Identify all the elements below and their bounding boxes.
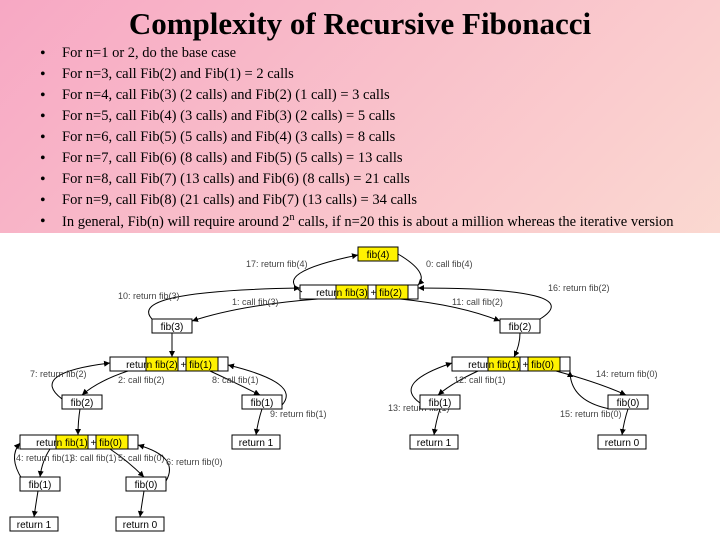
bullet-dot-icon: • xyxy=(40,65,62,85)
bullet-dot-icon: • xyxy=(40,149,62,169)
diagram-area: 0: call fib(4) 17: return fib(4) 1: call f… xyxy=(0,233,720,540)
tree-node: fib(0) xyxy=(126,477,166,491)
edge-label: 8: call fib(1) xyxy=(212,375,259,385)
node-label: return fib(1) + fib(0) xyxy=(36,438,122,449)
node-label: return 0 xyxy=(605,438,640,449)
node-label: fib(0) xyxy=(135,480,158,491)
edge-label: 1: call fib(3) xyxy=(232,297,279,307)
bullet-item: •For n=8, call Fib(7) (13 calls) and Fib… xyxy=(40,170,702,190)
recursion-tree-diagram: 0: call fib(4) 17: return fib(4) 1: call f… xyxy=(0,233,720,540)
edge-label: 5: call fib(0) xyxy=(118,453,165,463)
edge-label: 11: call fib(2) xyxy=(452,297,503,307)
bullet-text: For n=5, call Fib(4) (3 calls) and Fib(3… xyxy=(62,107,702,125)
bullet-text: For n=1 or 2, do the base case xyxy=(62,44,702,62)
edge-label: 0: call fib(4) xyxy=(426,259,473,269)
slide-title: Complexity of Recursive Fibonacci xyxy=(0,0,720,44)
bullet-text: For n=7, call Fib(6) (8 calls) and Fib(5… xyxy=(62,149,702,167)
tree-node: fib(2) xyxy=(500,319,540,333)
node-label: fib(2) xyxy=(509,322,532,333)
bullet-item: •For n=7, call Fib(6) (8 calls) and Fib(… xyxy=(40,149,702,169)
node-label: return fib(1) + fib(0) xyxy=(468,360,554,371)
bullet-dot-icon: • xyxy=(40,128,62,148)
slide: Complexity of Recursive Fibonacci •For n… xyxy=(0,0,720,540)
edge xyxy=(514,333,520,357)
node-label: return 1 xyxy=(417,438,452,449)
node-label: fib(1) xyxy=(251,398,274,409)
node-label: return fib(3) + fib(2) xyxy=(316,288,402,299)
node-label: fib(3) xyxy=(161,322,184,333)
bullet-dot-icon: • xyxy=(40,107,62,127)
node-label: return 1 xyxy=(239,438,274,449)
edge xyxy=(78,409,80,435)
bullet-text: For n=8, call Fib(7) (13 calls) and Fib(… xyxy=(62,170,702,188)
bullet-dot-icon: • xyxy=(40,86,62,106)
tree-node: fib(1) xyxy=(420,395,460,409)
edge xyxy=(34,491,38,517)
edge-label: 4: return fib(1) xyxy=(16,453,73,463)
bullet-text: For n=3, call Fib(2) and Fib(1) = 2 call… xyxy=(62,65,702,83)
node-label: fib(0) xyxy=(617,398,640,409)
edge-label: 3: call fib(1) xyxy=(70,453,117,463)
bullet-list: •For n=1 or 2, do the base case•For n=3,… xyxy=(0,44,720,249)
bullet-text: For n=6, call Fib(5) (5 calls) and Fib(4… xyxy=(62,128,702,146)
node-label: fib(1) xyxy=(429,398,452,409)
tree-node: fib(3) xyxy=(152,319,192,333)
edge xyxy=(140,491,144,517)
tree-node: return fib(1) + fib(0) xyxy=(20,435,138,449)
bullet-text: For n=9, call Fib(8) (21 calls) and Fib(… xyxy=(62,191,702,209)
edge xyxy=(622,409,628,435)
tree-node: fib(2) xyxy=(62,395,102,409)
node-label: return fib(2) + fib(1) xyxy=(126,360,212,371)
edge-label: 14: return fib(0) xyxy=(596,369,658,379)
tree-node: fib(0) xyxy=(608,395,648,409)
tree-node: return 1 xyxy=(232,435,280,449)
tree-node: return fib(3) + fib(2) xyxy=(300,285,418,299)
edge-label: 2: call fib(2) xyxy=(118,375,165,385)
edge xyxy=(256,409,262,435)
bullet-item: •For n=3, call Fib(2) and Fib(1) = 2 cal… xyxy=(40,65,702,85)
tree-node: return fib(1) + fib(0) xyxy=(452,357,570,371)
tree-node: return 0 xyxy=(116,517,164,531)
edge-label: 17: return fib(4) xyxy=(246,259,308,269)
node-label: fib(2) xyxy=(71,398,94,409)
tree-node: return 0 xyxy=(598,435,646,449)
bullet-dot-icon: • xyxy=(40,191,62,211)
bullet-item: •For n=9, call Fib(8) (21 calls) and Fib… xyxy=(40,191,702,211)
tree-node: fib(4) xyxy=(358,247,398,261)
edge-label: 7: return fib(2) xyxy=(30,369,87,379)
edge-label: 6: return fib(0) xyxy=(166,457,223,467)
tree-node: return fib(2) + fib(1) xyxy=(110,357,228,371)
edge-label: 9: return fib(1) xyxy=(270,409,327,419)
bullet-item: •For n=4, call Fib(3) (2 calls) and Fib(… xyxy=(40,86,702,106)
node-label: return 1 xyxy=(17,520,52,531)
bullet-item: •For n=5, call Fib(4) (3 calls) and Fib(… xyxy=(40,107,702,127)
edge-label: 16: return fib(2) xyxy=(548,283,610,293)
bullet-item: •For n=1 or 2, do the base case xyxy=(40,44,702,64)
bullet-dot-icon: • xyxy=(40,212,62,232)
edge-label: 15: return fib(0) xyxy=(560,409,622,419)
tree-node: return 1 xyxy=(410,435,458,449)
node-label: fib(4) xyxy=(367,250,390,261)
edge xyxy=(398,254,421,285)
bullet-dot-icon: • xyxy=(40,170,62,190)
tree-node: fib(1) xyxy=(20,477,60,491)
bullet-item: •For n=6, call Fib(5) (5 calls) and Fib(… xyxy=(40,128,702,148)
bullet-text: For n=4, call Fib(3) (2 calls) and Fib(2… xyxy=(62,86,702,104)
node-label: return 0 xyxy=(123,520,158,531)
edge-label: 10: return fib(3) xyxy=(118,291,180,301)
node-label: fib(1) xyxy=(29,480,52,491)
edge-label: 12: call fib(1) xyxy=(454,375,506,385)
bullet-dot-icon: • xyxy=(40,44,62,64)
tree-node: fib(1) xyxy=(242,395,282,409)
tree-node: return 1 xyxy=(10,517,58,531)
